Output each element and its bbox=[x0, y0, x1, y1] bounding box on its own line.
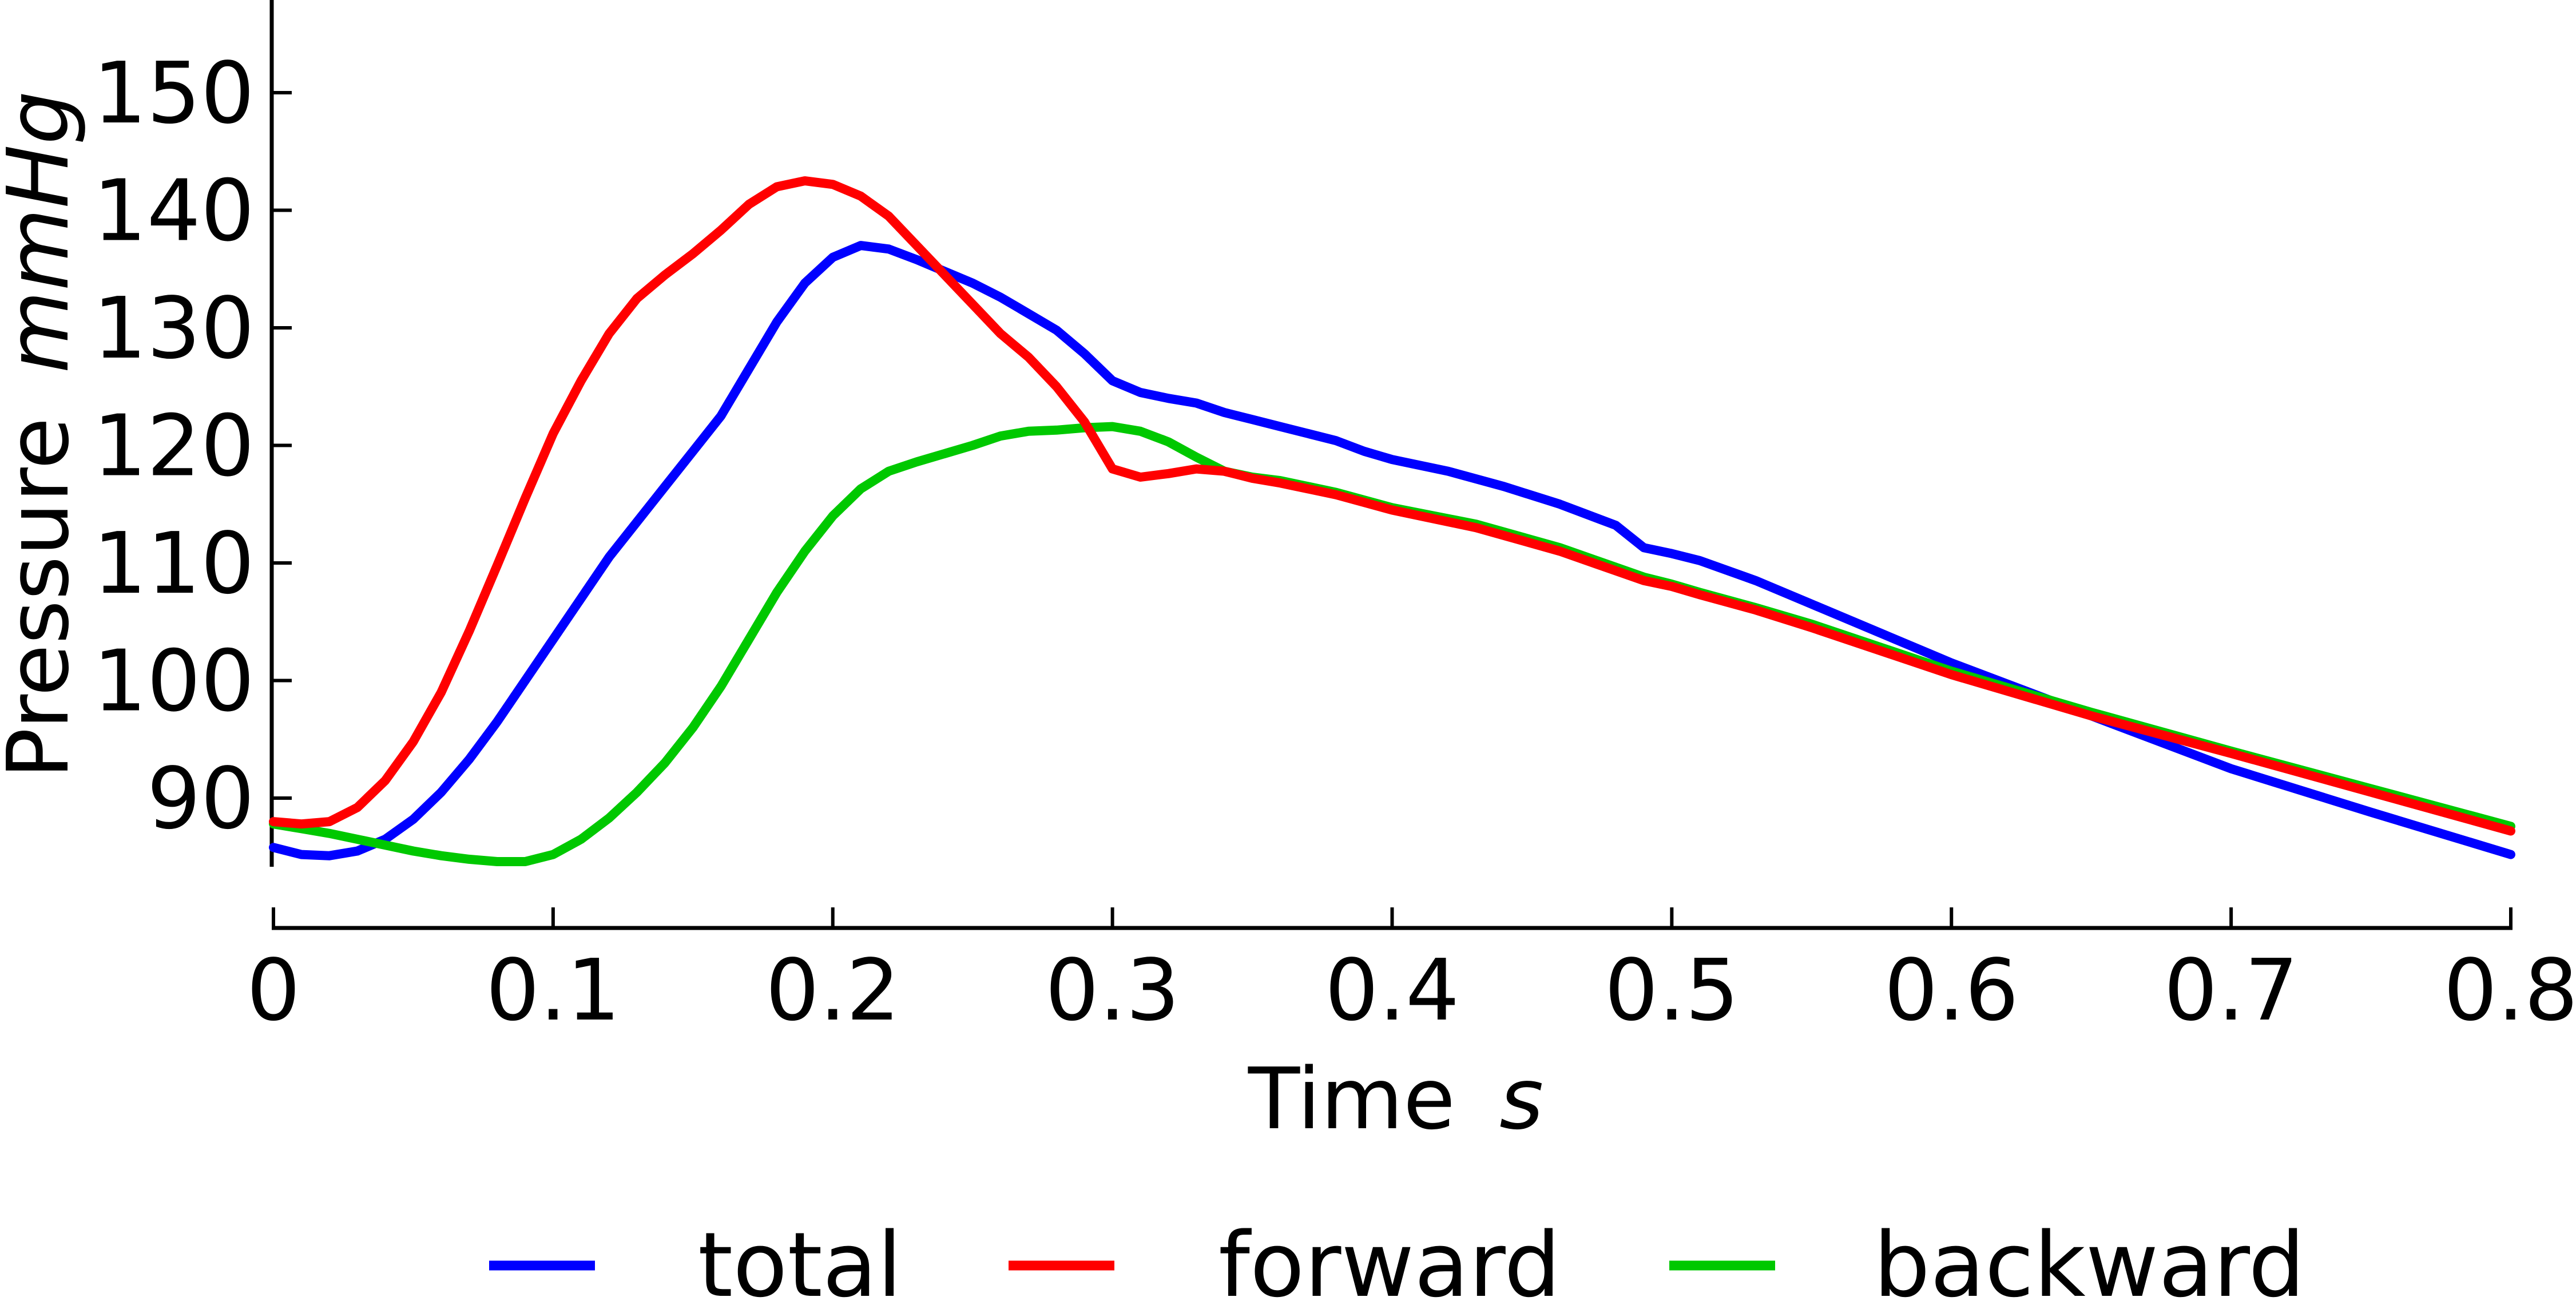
x-tick-label: 0.6 bbox=[1884, 941, 2019, 1040]
series-line-forward bbox=[269, 176, 2515, 836]
x-axis-label-text: Time bbox=[1248, 1050, 1455, 1148]
series-lines bbox=[269, 176, 2515, 866]
y-tick-label: 100 bbox=[93, 632, 255, 731]
legend: total forward backward bbox=[489, 1213, 2305, 1301]
y-axis-label-text: Pressure bbox=[0, 417, 88, 779]
legend-entry-backward: backward bbox=[1669, 1213, 2305, 1301]
series-line-backward bbox=[269, 422, 2515, 866]
legend-label-forward: forward bbox=[1218, 1213, 1561, 1301]
legend-label-backward: backward bbox=[1874, 1213, 2305, 1301]
x-tick-label: 0.3 bbox=[1045, 941, 1180, 1040]
x-tick-label: 0 bbox=[247, 941, 300, 1040]
x-ticks: 0 0.1 0.2 0.3 0.4 0.5 0.6 0.7 0.8 bbox=[247, 907, 2576, 1040]
y-axis-label: Pressure mmHg bbox=[0, 91, 88, 779]
series-line-total bbox=[269, 241, 2515, 860]
legend-entry-total: total bbox=[489, 1213, 902, 1301]
y-tick-label: 150 bbox=[93, 44, 255, 142]
x-tick-label: 0.5 bbox=[1605, 941, 1739, 1040]
x-tick-label: 0.1 bbox=[486, 941, 620, 1040]
y-tick-label: 140 bbox=[93, 162, 255, 260]
x-tick-label: 0.2 bbox=[765, 941, 900, 1040]
legend-label-total: total bbox=[698, 1213, 902, 1301]
y-tick-label: 110 bbox=[93, 514, 255, 613]
x-axis-label-unit: s bbox=[1499, 1050, 1543, 1148]
x-axis-label: Time s bbox=[1248, 1050, 1543, 1148]
y-tick-label: 120 bbox=[93, 397, 255, 495]
x-tick-label: 0.7 bbox=[2164, 941, 2298, 1040]
y-tick-label: 90 bbox=[147, 749, 255, 848]
y-axis-label-unit: mmHg bbox=[0, 91, 88, 374]
y-tick-label: 130 bbox=[93, 279, 255, 378]
x-tick-label: 0.4 bbox=[1325, 941, 1459, 1040]
x-tick-label: 0.8 bbox=[2443, 941, 2576, 1040]
y-ticks: 90 100 110 120 130 140 150 bbox=[93, 44, 292, 848]
legend-entry-forward: forward bbox=[1009, 1213, 1561, 1301]
